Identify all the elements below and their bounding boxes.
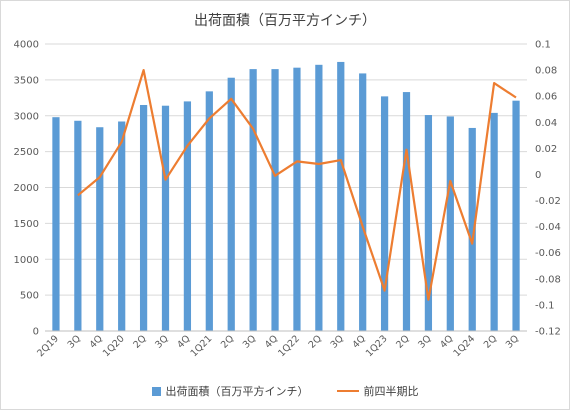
bar (161, 105, 170, 331)
bar-series (52, 61, 520, 332)
gridlines (45, 43, 527, 332)
y-axis-left: 0 500 1000 1500 2000 2500 3000 3500 4000 (14, 40, 39, 338)
bar (183, 101, 192, 332)
bar (468, 127, 476, 331)
legend-swatch-line (336, 390, 359, 392)
y-right-tick-label: -0.06 (535, 248, 561, 259)
x-tick-label: 3Q (153, 333, 170, 350)
x-tick-label: 4Q (438, 333, 455, 350)
y-left-tick-label: 1000 (14, 255, 39, 266)
y-right-tick-label: 0.04 (535, 118, 557, 129)
x-tick-label: 3Q (241, 333, 258, 350)
bar (402, 92, 411, 331)
y-left-tick-label: 2500 (14, 147, 39, 158)
bar (227, 77, 235, 331)
y-right-tick-label: -0.1 (535, 300, 555, 311)
y-left-tick-label: 3000 (14, 111, 39, 122)
bar (271, 69, 279, 332)
x-tick-label: 3Q (504, 333, 521, 350)
bar (512, 100, 520, 332)
x-tick-label: 1Q20 (101, 333, 127, 359)
y-right-tick-label: 0.06 (535, 92, 557, 103)
x-tick-label: 2Q (219, 333, 236, 350)
x-tick-label: 4Q (263, 333, 280, 350)
y-left-tick-label: 500 (20, 291, 39, 302)
x-tick-label: 4Q (350, 333, 367, 350)
y-left-tick-label: 3500 (14, 75, 39, 86)
bar (359, 73, 367, 331)
bar (118, 121, 126, 332)
legend-label-line: 前四半期比 (363, 385, 419, 398)
chart-title: 出荷面積（百万平方インチ） (194, 13, 376, 29)
y-right-tick-label: -0.04 (535, 222, 561, 233)
legend-item-line: 前四半期比 (336, 383, 419, 399)
bar (74, 120, 82, 332)
bar (315, 64, 323, 332)
line-path (77, 68, 517, 301)
bar (96, 127, 104, 331)
y-right-tick-label: 0.08 (535, 66, 557, 77)
y-right-tick-label: 0.1 (535, 40, 551, 51)
x-tick-label: 2Q (307, 333, 324, 350)
y-left-tick-label: 0 (33, 327, 39, 338)
y-left-tick-label: 1500 (14, 219, 39, 230)
legend-label-bars: 出荷面積（百万平方インチ） (165, 385, 309, 398)
y-left-tick-label: 4000 (14, 40, 39, 51)
line-series (77, 68, 517, 301)
y-right-tick-label: -0.08 (535, 274, 561, 285)
legend-item-bars: 出荷面積（百万平方インチ） (151, 383, 309, 399)
x-tick-label: 3Q (329, 333, 346, 350)
legend-swatch-bar (151, 386, 161, 396)
y-right-tick-label: 0.02 (535, 144, 557, 155)
x-tick-label: 2Q (131, 333, 148, 350)
bar (446, 116, 454, 331)
y-right-tick-label: 0 (535, 170, 541, 181)
bar (424, 115, 433, 331)
bar (380, 96, 389, 331)
x-tick-label: 1Q21 (189, 333, 215, 359)
bar (337, 61, 345, 331)
legend: 出荷面積（百万平方インチ） 前四半期比 (0, 383, 570, 399)
y-left-tick-label: 2000 (14, 183, 39, 194)
x-tick-label: 1Q23 (364, 333, 390, 359)
x-tick-label: 4Q (175, 333, 192, 350)
bar (52, 117, 60, 331)
bar (139, 104, 148, 331)
x-tick-label: 1Q24 (451, 333, 477, 359)
bar (205, 91, 213, 331)
y-right-tick-label: -0.12 (535, 327, 561, 338)
x-tick-label: 2Q (482, 333, 499, 350)
x-tick-label: 2Q (394, 333, 411, 350)
x-tick-label: 2Q19 (35, 333, 61, 359)
y-axis-right: -0.12 -0.1 -0.08 -0.06 -0.04 -0.02 0 0.02 0.04 0.… (535, 40, 561, 338)
x-tick-label: 3Q (416, 333, 433, 350)
bar (490, 112, 498, 331)
bar (249, 69, 257, 332)
y-right-tick-label: -0.02 (535, 196, 561, 207)
x-tick-label: 1Q22 (276, 333, 302, 359)
x-tick-label: 4Q (88, 333, 105, 350)
bar (293, 67, 301, 332)
x-tick-label: 3Q (66, 333, 83, 350)
